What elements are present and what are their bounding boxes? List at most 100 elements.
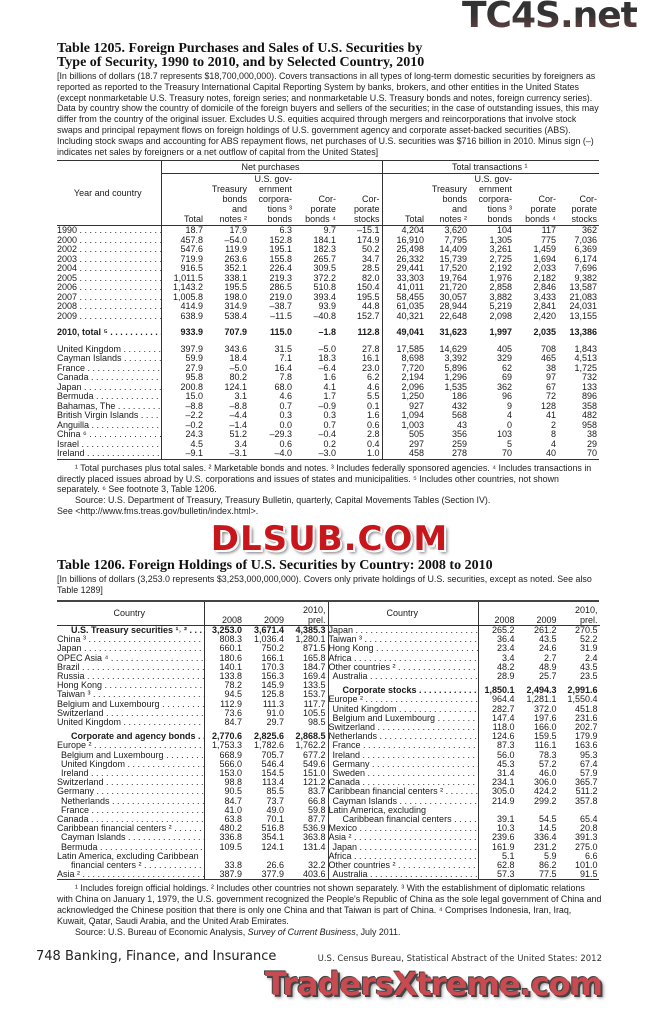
table-row: Latin America, excluding Caribbean xyxy=(57,851,328,862)
row-label-text: Australia xyxy=(332,671,368,681)
row-label: 2010, total ⁵ xyxy=(57,328,162,338)
cell-value: 732 xyxy=(581,373,598,383)
table-row: Bermuda 109.5 124.1 131.4 xyxy=(57,842,328,852)
empty-cell xyxy=(204,852,244,861)
cell-value: 198.0 xyxy=(224,292,247,302)
table-row: Brazil 140.1 170.3 184.7 xyxy=(57,662,328,672)
column-header: Total xyxy=(161,173,205,227)
row-label-text: Germany xyxy=(57,787,95,797)
cell-value: 358 xyxy=(581,401,598,411)
cell-value: 1.7 xyxy=(323,392,336,402)
leader-dots xyxy=(126,833,203,842)
cell-value: 1,976 xyxy=(489,273,513,283)
row-label-text: Bahamas, The xyxy=(57,401,116,411)
row-label-text: Bermuda xyxy=(61,842,98,852)
cell-value: 49.0 xyxy=(266,805,284,815)
cell-value: 299.2 xyxy=(533,796,557,806)
cell-value: 343.6 xyxy=(224,344,247,354)
cell-value: 391.3 xyxy=(574,833,598,843)
row-label-text: United Kingdom xyxy=(61,759,126,769)
cell-value: 20.8 xyxy=(579,824,598,834)
year-2009-header: 2009 xyxy=(244,601,286,626)
cell-value: 57.9 xyxy=(579,769,598,778)
row-label-text: Caribbean financial centers xyxy=(342,815,452,825)
cell-value: 154.5 xyxy=(261,769,284,778)
row-label-text: 2002 xyxy=(57,245,78,255)
row-label-text: Africa xyxy=(328,851,352,861)
row-label-text: Ireland xyxy=(57,449,85,459)
leader-dots xyxy=(85,449,160,458)
cell-value: 4 xyxy=(507,411,513,421)
cell-value: 155.8 xyxy=(269,254,292,264)
leader-dots xyxy=(77,283,160,292)
cell-value: 365.7 xyxy=(574,778,598,788)
page-footer: 748 Banking, Finance, and Insurance xyxy=(36,949,277,965)
cell-value: 6.2 xyxy=(338,373,383,383)
cell-value: 179.9 xyxy=(574,732,598,742)
cell-value: 4 xyxy=(551,439,557,449)
cell-value: 896 xyxy=(581,392,598,402)
cell-value: 3.4 xyxy=(234,439,247,449)
row-spacer xyxy=(57,727,328,733)
cell-value: 414.9 xyxy=(180,302,203,312)
row-label: Ireland xyxy=(328,750,479,760)
leader-dots xyxy=(187,625,203,635)
table-row: Other countries ² 62.8 86.2 101.0 xyxy=(328,861,600,871)
cell-value: 4.6 xyxy=(338,382,383,393)
cell-value: 51.2 xyxy=(229,430,247,440)
row-label-text: Belgium and Luxembourg xyxy=(332,713,436,723)
country-header: Country xyxy=(57,601,205,626)
table-row: China ³ 808.3 1,036.4 1,280.1 xyxy=(57,635,328,645)
leader-dots xyxy=(89,769,203,778)
country-header: Country xyxy=(328,601,479,626)
cell-value: 4.6 xyxy=(279,392,292,402)
table-row: financial centers ² 33.8 26.6 32.2 xyxy=(57,861,328,871)
leader-dots xyxy=(85,672,203,681)
cell-value: 2,858 xyxy=(489,283,513,293)
table-row: Belgium and Luxembourg 147.4 197.6 231.6 xyxy=(328,713,600,723)
row-label: Netherlands xyxy=(328,732,479,742)
cell-value: 28.5 xyxy=(338,264,383,274)
column-header: Cor- porate stocks xyxy=(558,173,600,227)
table-row: Japan 200.8 124.1 68.0 4.14.6 2,096 1,535 362 67… xyxy=(57,382,599,393)
row-label: 2005 xyxy=(57,273,162,284)
row-label: 2008 xyxy=(57,302,162,312)
cell-value: 265.7 xyxy=(313,254,336,264)
table-row: Switzerland 118.0 166.0 202.7 xyxy=(328,722,600,733)
cell-value: 61,035 xyxy=(396,302,425,312)
row-label: Taiwan ³ xyxy=(328,635,479,645)
cell-value: 393.4 xyxy=(313,292,336,302)
cell-value: 147.4 xyxy=(491,713,515,723)
cell-value: 377.9 xyxy=(261,870,284,880)
cell-value: –0.2 xyxy=(185,420,203,430)
cell-value: 50.2 xyxy=(338,245,383,255)
leader-dots xyxy=(370,760,478,769)
title-line-1: Table 1205. Foreign Purchases and Sales … xyxy=(57,41,423,56)
cell-value: 286.5 xyxy=(269,283,292,293)
cell-value: 119.9 xyxy=(225,245,247,255)
leader-dots xyxy=(108,654,203,663)
table-row: Hong Kong 78.2 145.9 133.5 xyxy=(57,681,328,691)
row-label: Japan xyxy=(57,644,205,654)
cell-value: 124.6 xyxy=(491,732,515,742)
cell-value: 91.0 xyxy=(266,708,284,718)
leader-dots xyxy=(108,328,160,337)
leader-dots xyxy=(82,383,160,392)
cell-value: 52.2 xyxy=(579,635,598,645)
cell-value: –0.9 xyxy=(318,401,336,411)
cell-value: –4.0 xyxy=(249,449,294,460)
leader-dots xyxy=(89,815,203,824)
row-label: Canada xyxy=(328,778,479,788)
table-row: United Kingdom 282.7 372.0 451.8 xyxy=(328,704,600,714)
row-label: 2003 xyxy=(57,254,162,265)
footnotes-text: ¹ Total purchases plus total sales. ² Ma… xyxy=(57,462,592,495)
leader-dots xyxy=(89,421,160,430)
table-row: Corporate stocks 1,850.1 2,494.3 2,991.6 xyxy=(328,686,600,696)
cell-value: 3.4 xyxy=(501,653,515,663)
cell-value: 9,382 xyxy=(574,273,598,283)
cell-value: 38 xyxy=(546,363,557,373)
leader-dots xyxy=(443,787,477,796)
row-label: Asia ² xyxy=(57,870,205,880)
table-row: 1990 18.7 17.9 6.3 9.7–15.1 4,204 3,620 104 117 3… xyxy=(57,225,599,236)
leader-dots xyxy=(368,672,478,681)
